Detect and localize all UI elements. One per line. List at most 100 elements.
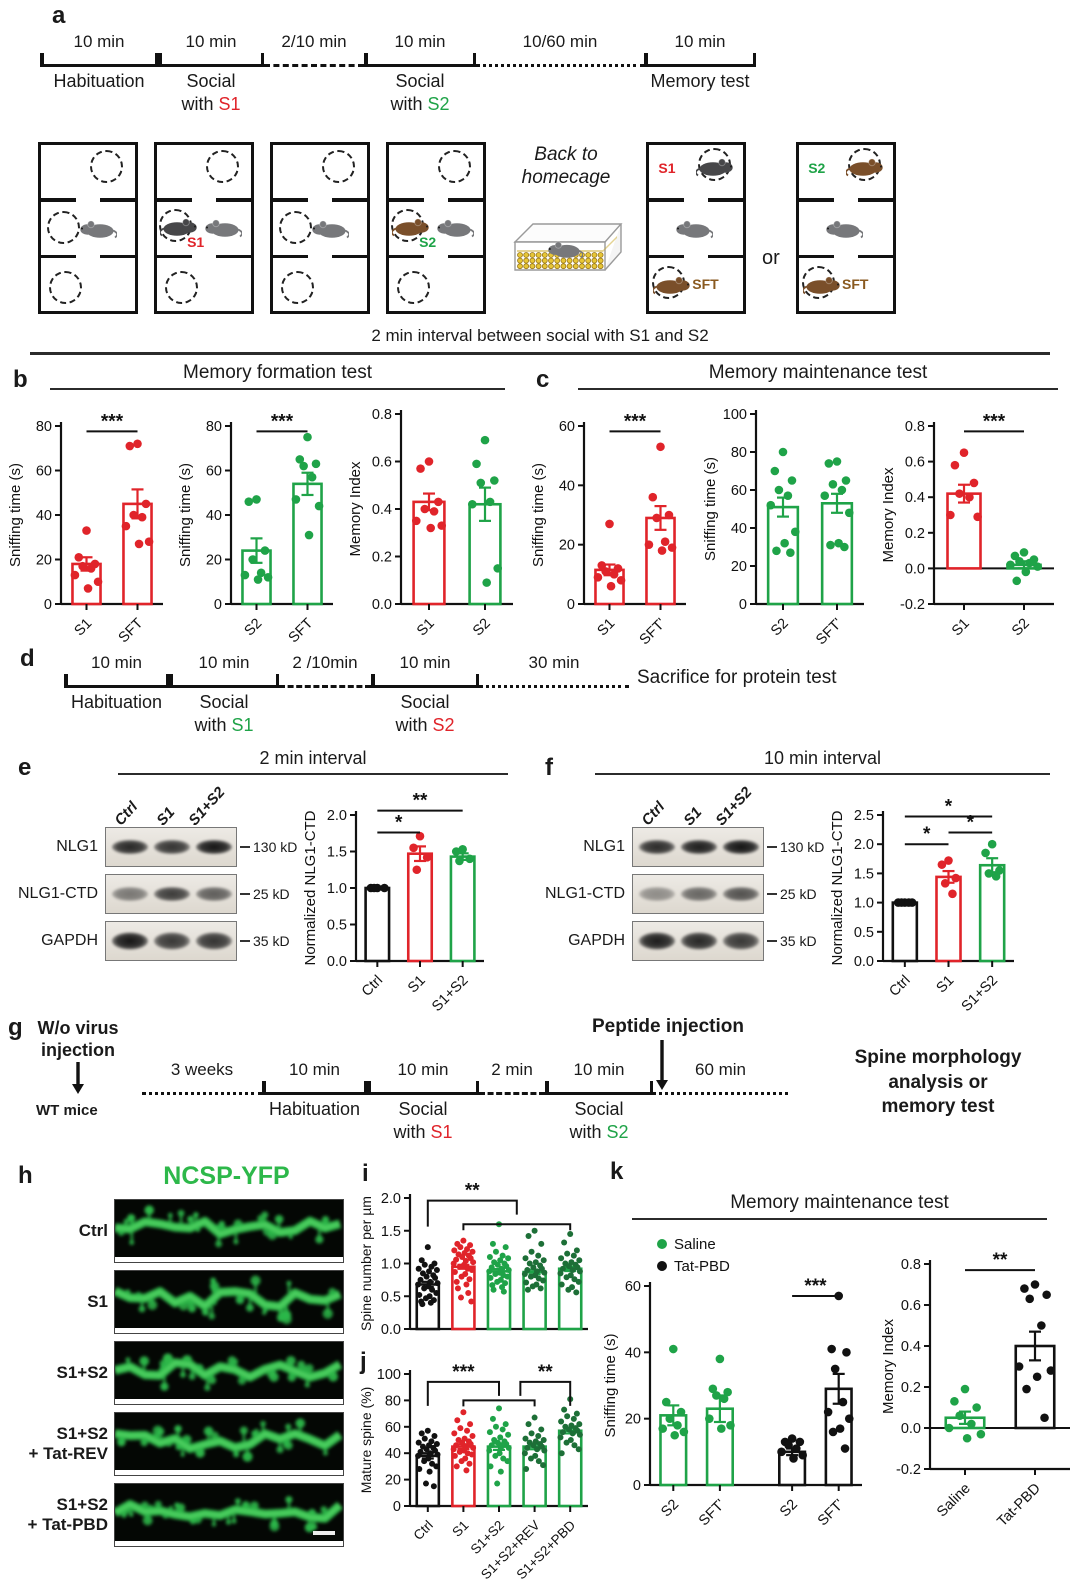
svg-text:40: 40: [731, 521, 747, 537]
chamber-compartment: [41, 145, 135, 198]
svg-text:*: *: [967, 813, 975, 834]
segment-line: [364, 53, 476, 67]
mouse-icon-wrap: [204, 216, 243, 244]
panel-b-letter: b: [13, 366, 28, 393]
panel-c-letter: c: [536, 366, 550, 393]
segment-line: [264, 53, 364, 67]
svg-text:0.5: 0.5: [327, 918, 347, 934]
homecage-illustration: [505, 214, 627, 283]
mouse-icon: [437, 219, 475, 238]
panel-a-timeline: 10 min Habituation 10 min Social with S1 2/10…: [40, 32, 756, 115]
segment-label: Social with S1: [194, 692, 254, 735]
chart-memory-index-formation: 0.0 0.2 0.4 0.6 0.8 Memory Index S1 S2: [347, 407, 513, 640]
svg-text:0.2: 0.2: [901, 1380, 921, 1396]
svg-text:***: ***: [101, 411, 124, 432]
segment-line: [142, 1081, 262, 1095]
chart-sniffing-saline-tatpbd: 0 20 40 60 Sniffing time (s) S2 SFT' S2 SFT' *** S…: [602, 1236, 862, 1529]
svg-text:SFT': SFT': [696, 1496, 729, 1529]
containment-cup-outline: [437, 150, 471, 184]
svg-text:20: 20: [625, 1412, 641, 1428]
segment-label: Memory test: [650, 71, 750, 91]
lane-label: S1+S2: [185, 783, 229, 829]
svg-text:Normalized NLG1-CTD: Normalized NLG1-CTD: [829, 810, 846, 965]
chamber-compartment: S2: [389, 202, 483, 255]
protein-band: [154, 840, 190, 854]
segment-line: [367, 1081, 479, 1095]
svg-text:0.6: 0.6: [901, 1298, 921, 1314]
molecular-weight-marker: 130 kD: [767, 839, 824, 855]
svg-text:100: 100: [723, 407, 747, 423]
svg-text:20: 20: [206, 553, 222, 569]
svg-text:0.4: 0.4: [901, 1339, 921, 1355]
western-blot-2min-interval: Ctrl S1 S1+S2 NLG1 130 kD NLG1-CTD 25 kD GAPDH 3…: [8, 781, 300, 968]
mouse-icon-wrap: [651, 273, 691, 301]
svg-text:**: **: [465, 1181, 480, 1202]
chamber-compartment: [273, 202, 367, 255]
mouse-icon-wrap: [311, 217, 350, 245]
blot-protein-label: GAPDH: [568, 932, 625, 949]
segment-duration: 10 min: [394, 32, 446, 51]
three-chamber-apparatus: [270, 142, 370, 314]
chart-normalized-nlg1-ctd-2min: 0.0 0.5 1.0 1.5 2.0 Normalized NLG1-CTD Ctrl S1…: [302, 791, 484, 1015]
protein-band: [154, 887, 190, 901]
chart-sniffing-s2-vs-sft-formation: 0 20 40 60 80 Sniffing time (s) S2 SFT ***: [177, 411, 333, 646]
blot-row: GAPDH 35 kD: [535, 921, 827, 961]
svg-text:Ctrl: Ctrl: [359, 973, 386, 1000]
svg-text:20: 20: [385, 1473, 401, 1489]
segment-line: [644, 53, 756, 67]
dendrite-image-rows: Ctrl S1 S1+S2 S1+S2 + Tat-REV S1+S2 + Tat-PBD: [10, 1199, 355, 1547]
segment-duration: 60 min: [694, 1060, 747, 1079]
chamber-compartment: [157, 258, 251, 311]
mouse-icon-wrap: [390, 215, 430, 243]
mouse-id-label: S2: [808, 159, 826, 176]
dendrite-fluorescence-image: [114, 1412, 344, 1476]
svg-text:0: 0: [633, 1478, 641, 1494]
dendrite-row: S1+S2 + Tat-PBD: [10, 1483, 355, 1547]
segment-line: [653, 1081, 788, 1095]
three-chamber-apparatus: S2 SFT: [795, 142, 896, 314]
svg-text:***: ***: [271, 411, 294, 432]
timeline-segment: 30 min: [479, 653, 629, 688]
chamber-compartment: [41, 202, 135, 255]
svg-text:0.6: 0.6: [905, 455, 925, 471]
svg-text:**: **: [993, 1250, 1008, 1271]
protein-band: [681, 887, 717, 901]
svg-text:S1: S1: [414, 616, 438, 640]
chamber-divider: [41, 254, 135, 258]
svg-text:1.0: 1.0: [381, 1257, 401, 1273]
western-blot-10min-interval: Ctrl S1 S1+S2 NLG1 130 kD NLG1-CTD 25 kD GAPDH 3…: [535, 781, 827, 968]
segment-duration: 10 min: [198, 653, 250, 672]
panel-a: a 10 min Habituation 10 min Social with S1 2/…: [0, 0, 1080, 358]
chamber-compartment: [41, 258, 135, 311]
containment-cup-outline: [278, 211, 312, 245]
three-chamber-apparatus: S1 SFT: [646, 142, 746, 314]
blot-row: NLG1-CTD 25 kD: [535, 874, 827, 914]
svg-text:Tat-PBD: Tat-PBD: [674, 1258, 730, 1275]
svg-text:0.5: 0.5: [854, 925, 874, 941]
segment-line: [479, 1081, 545, 1095]
svg-text:Normalized NLG1-CTD: Normalized NLG1-CTD: [302, 810, 319, 965]
dendrite-condition-label: S1+S2 + Tat-PBD: [27, 1495, 108, 1534]
containment-cup-outline: [321, 150, 355, 184]
three-chamber-apparatus: [38, 142, 138, 314]
segment-duration: 10 min: [397, 1060, 449, 1079]
chamber-compartment: S1: [649, 145, 743, 198]
svg-text:Ctrl: Ctrl: [410, 1518, 435, 1543]
svg-text:*: *: [395, 813, 403, 834]
blot-protein-label: GAPDH: [41, 932, 98, 949]
svg-text:0.8: 0.8: [901, 1257, 921, 1273]
protein-band: [154, 932, 190, 950]
injection-arrow-icon: [70, 1062, 86, 1099]
svg-text:Memory Index: Memory Index: [880, 467, 897, 563]
timeline-segment: 10 min Social with S1: [158, 32, 264, 115]
svg-text:60: 60: [385, 1420, 401, 1436]
timeline-segment: 60 min: [653, 1060, 788, 1095]
svg-text:SFT: SFT: [286, 615, 317, 646]
mouse-icon-wrap: [825, 217, 865, 245]
panel-e-letter: e: [18, 754, 32, 781]
panel-d-timeline: 10 min Habituation 10 min Social with S1 2 /1…: [64, 653, 1072, 736]
timeline-end-label: Sacrifice for protein test: [637, 667, 837, 688]
interval-note-underline: [30, 352, 1050, 355]
segment-label: Habituation: [53, 71, 145, 91]
svg-text:-0.2: -0.2: [900, 597, 925, 613]
